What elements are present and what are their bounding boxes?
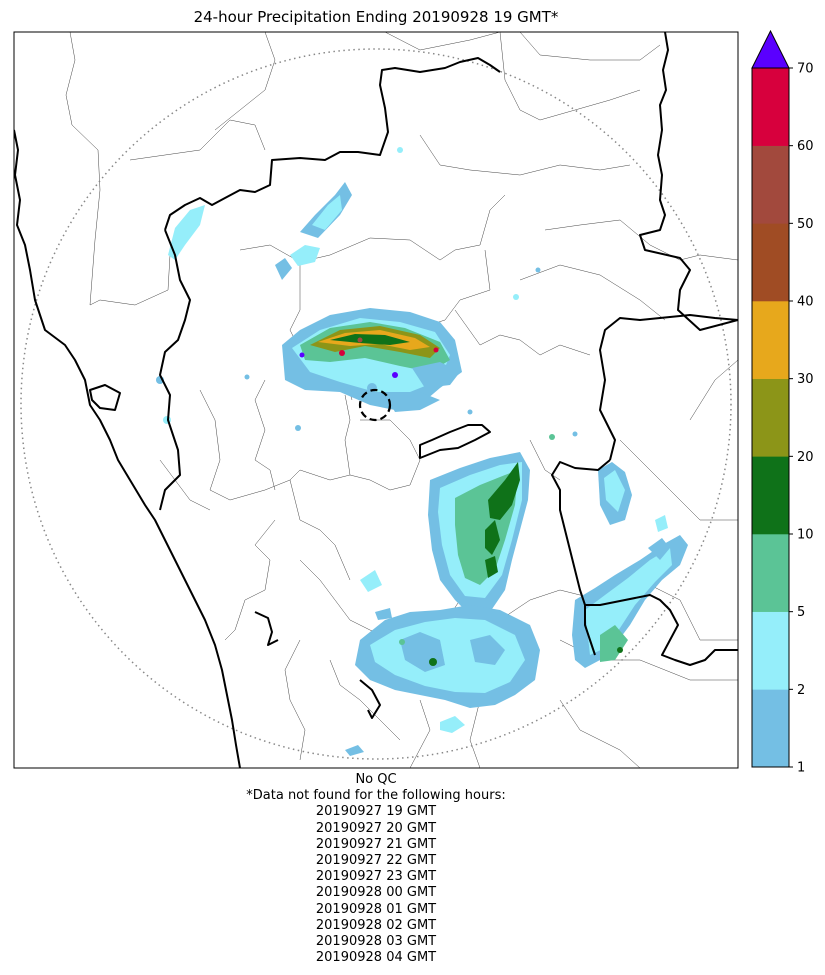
colorbar-segment: [752, 378, 789, 457]
radar-range-ring: [20, 48, 732, 760]
colorbar-segment: [752, 689, 789, 768]
colorbar-tick-label: 1: [797, 761, 805, 776]
colorbar-tick-label: 5: [797, 605, 805, 620]
colorbar-segment: [752, 223, 789, 302]
missing-data-note: *Data not found for the following hours:: [246, 788, 506, 804]
missing-hour-item: 20190928 00 GMT: [315, 885, 437, 901]
colorbar-tick-label: 10: [797, 528, 814, 543]
colorbar-extend-arrow: [751, 29, 790, 69]
map-frame: [13, 31, 739, 769]
colorbar-segment: [752, 456, 789, 535]
missing-hour-item: 20190927 21 GMT: [315, 836, 437, 852]
colorbar-segment: [752, 145, 789, 224]
colorbar-segment: [752, 534, 789, 612]
missing-hour-item: 20190928 04 GMT: [315, 950, 437, 966]
colorbar-segment: [752, 611, 789, 690]
precip-field-north: [282, 308, 473, 431]
missing-hour-item: 20190928 02 GMT: [315, 917, 437, 933]
colorbar-tick-label: 40: [797, 295, 814, 310]
precip-field-central: [428, 431, 578, 615]
radar-site-marker: [358, 388, 392, 422]
map-title: 24-hour Precipitation Ending 20190928 19…: [193, 8, 559, 26]
colorbar-tick-label: 2: [797, 683, 805, 698]
colorbar-tick-label: 70: [797, 62, 814, 77]
missing-hour-item: 20190928 01 GMT: [315, 901, 437, 917]
colorbar-outline: [751, 67, 790, 768]
colorbar-segment: [752, 301, 789, 379]
qc-label: No QC: [355, 772, 397, 787]
colorbar-tick-label: 30: [797, 372, 814, 387]
missing-hours-list: 20190927 19 GMT 20190927 20 GMT 20190927 2…: [14, 804, 738, 966]
precip-field-south: [345, 570, 540, 756]
missing-hour-item: 20190927 20 GMT: [315, 820, 437, 836]
colorbar: 1 2 5 10 20 30 40 50 60 70: [751, 29, 814, 776]
precip-field-northwest: [156, 147, 541, 424]
precip-field-east: [572, 462, 688, 668]
colorbar-segment: [752, 68, 789, 146]
missing-hour-item: 20190927 22 GMT: [315, 853, 437, 869]
missing-hour-item: 20190927 23 GMT: [315, 869, 437, 885]
footer-notes: No QC *Data not found for the following …: [14, 772, 738, 966]
state-boundaries: [14, 32, 738, 768]
missing-hour-item: 20190927 19 GMT: [315, 804, 437, 820]
colorbar-tick-label: 20: [797, 450, 814, 465]
colorbar-tick-label: 60: [797, 139, 814, 154]
missing-hour-item: 20190928 03 GMT: [315, 934, 437, 950]
colorbar-tick-label: 50: [797, 217, 814, 232]
